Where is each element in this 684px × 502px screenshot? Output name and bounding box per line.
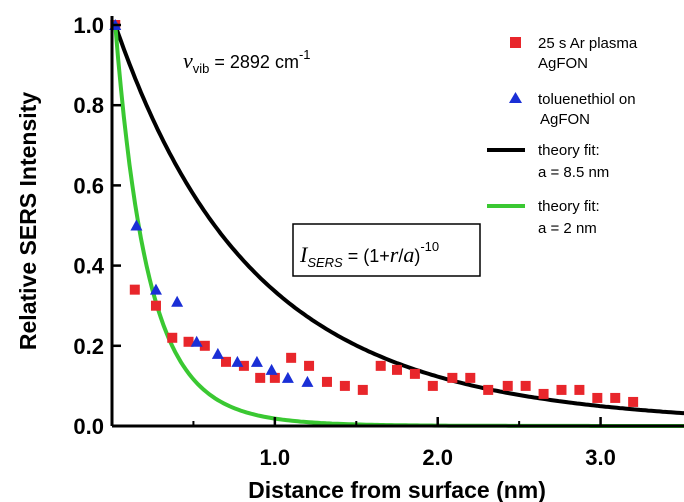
square-marker-25 [556,384,567,395]
square-marker-5 [199,340,210,351]
x-axis-title: Distance from surface (nm) [248,477,546,502]
y-tick-label-3: 0.6 [73,173,104,198]
triangle-marker-1 [130,219,143,231]
triangle-marker-2 [149,283,162,295]
square-marker-15 [375,360,386,371]
y-tick-label-4: 0.8 [73,93,104,118]
square-marker-8 [255,372,266,383]
square-marker-28 [610,392,621,403]
square-marker-29 [628,396,639,407]
x-tick-label-1: 2.0 [422,445,453,470]
square-marker-20 [465,372,476,383]
square-marker-18 [427,380,438,391]
equation-box: ISERS = (1+r/a)-10 [292,223,481,277]
y-axis-title: Relative SERS Intensity [15,92,41,350]
triangle-marker-8 [265,363,278,375]
square-marker-1 [129,284,140,295]
triangle-marker-9 [281,371,294,383]
legend-label-fit-2-1: theory fit: [538,198,600,215]
square-marker-17 [409,368,420,379]
legend-label-fit-2-2: a = 2 nm [538,220,597,237]
square-marker-7 [238,360,249,371]
legend-label-toluenethiol-2: AgFON [540,111,590,128]
square-marker-11 [304,360,315,371]
legend-label-ar-plasma-2: AgFON [538,55,588,72]
square-marker-26 [574,384,585,395]
y-tick-label-1: 0.2 [73,334,104,359]
triangle-marker-6 [231,355,244,367]
square-marker-16 [392,364,402,375]
y-tick-label-5: 1.0 [73,13,104,38]
fit-line-2 [113,24,684,416]
legend-label-fit-8-5-2: a = 8.5 nm [538,164,609,181]
triangle-marker-10 [301,375,314,387]
square-marker-6 [221,356,231,367]
x-tick-label-0: 1.0 [260,445,291,470]
square-marker-2 [150,300,161,311]
square-marker-9 [269,372,280,383]
equation-text: ISERS = (1+r/a)-10 [299,239,439,270]
legend-label-fit-8-5-1: theory fit: [538,142,600,159]
square-marker-3 [167,332,178,343]
triangle-marker-5 [211,347,224,359]
annotation-vib: νvib = 2892 cm-1 [183,47,311,76]
x-tick-label-2: 3.0 [585,445,616,470]
triangle-marker-7 [250,355,263,367]
triangle-marker-4 [190,335,203,347]
y-tick-label-2: 0.4 [73,254,104,279]
square-marker-21 [483,384,494,395]
axes [110,16,684,428]
legend-label-toluenethiol-1: toluenethiol on [538,91,636,108]
square-marker-24 [538,388,549,399]
square-marker-19 [447,372,458,383]
square-marker-22 [502,380,513,391]
square-marker-12 [321,376,332,387]
legend-marker-ar-plasma [510,37,521,48]
square-marker-4 [183,336,194,347]
legend-marker-toluenethiol [509,92,522,103]
legend: 25 s Ar plasma AgFON toluenethiol on AgF… [487,35,638,237]
ticks: 0.0 0.2 0.4 0.6 0.8 1.0 1.0 2.0 3.0 [73,13,615,470]
square-marker-27 [592,392,603,403]
square-marker-13 [339,380,350,391]
square-marker-14 [357,384,368,395]
equation-border [292,223,481,277]
square-marker-10 [286,352,297,363]
square-marker-23 [520,380,531,391]
y-tick-label-0: 0.0 [73,414,104,439]
legend-label-ar-plasma-1: 25 s Ar plasma [538,35,638,52]
triangle-marker-3 [171,295,184,307]
